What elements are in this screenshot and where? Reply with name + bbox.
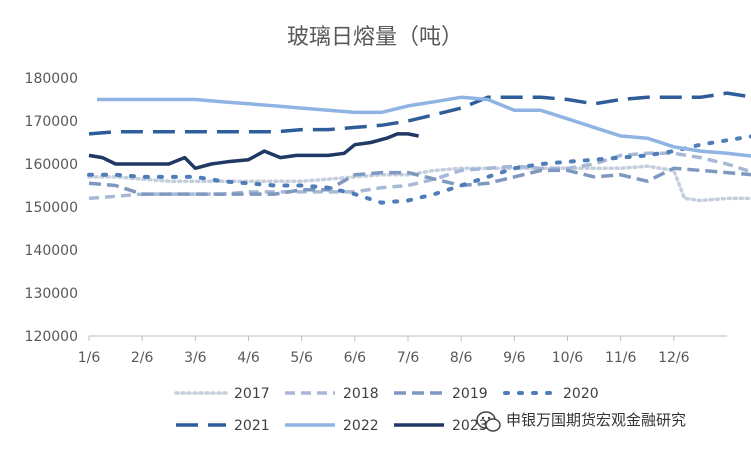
legend-label: 2019: [452, 386, 488, 402]
legend-item-2022: 2022: [285, 418, 379, 434]
wechat-icon: [476, 411, 501, 432]
series-line-2022: [97, 95, 751, 158]
y-tick-label: 130000: [25, 286, 78, 302]
legend-label: 2022: [343, 418, 379, 434]
legend-label: 2020: [563, 386, 599, 402]
legend-item-2020: 2020: [503, 386, 599, 402]
legend-label: 2018: [343, 386, 379, 402]
series-layer: [87, 91, 751, 205]
legend-item-2017: 2017: [174, 386, 270, 402]
x-axis: 1/6 2/6 3/6 4/6 5/6 6/6 7/6 8/6 9/6 10/6 11/6 12/6: [78, 335, 727, 366]
legend-item-2018: 2018: [285, 386, 379, 402]
x-tick-label: 1/6: [78, 350, 101, 366]
x-tick-label: 12/6: [658, 350, 690, 366]
legend-label: 2023: [452, 418, 488, 434]
x-tick-label: 7/6: [397, 350, 420, 366]
y-tick-label: 140000: [25, 243, 78, 259]
watermark: 申银万国期货宏观金融研究: [476, 411, 686, 432]
legend-item-2019: 2019: [394, 386, 488, 402]
y-tick-label: 180000: [25, 71, 78, 87]
x-tick-label: 3/6: [184, 350, 207, 366]
x-tick-label: 9/6: [503, 350, 526, 366]
legend-item-2023: 2023: [394, 418, 488, 434]
series-line-2019: [88, 166, 751, 196]
y-axis: 120000 130000 140000 150000 160000 170000 1800…: [25, 71, 78, 345]
legend-label: 2021: [234, 418, 270, 434]
x-tick-label: 6/6: [344, 350, 367, 366]
y-tick-label: 150000: [25, 200, 78, 216]
watermark-text: 申银万国期货宏观金融研究: [506, 411, 686, 429]
x-tick-label: 2/6: [131, 350, 154, 366]
series-line-2023: [88, 132, 419, 171]
x-tick-label: 5/6: [290, 350, 313, 366]
y-tick-label: 160000: [25, 157, 78, 173]
y-tick-label: 170000: [25, 114, 78, 130]
legend-label: 2017: [234, 386, 270, 402]
chart-title: 玻璃日熔量（吨）: [287, 25, 463, 50]
x-tick-label: 11/6: [605, 350, 637, 366]
x-tick-label: 8/6: [450, 350, 473, 366]
series-line-2021: [88, 91, 751, 136]
x-tick-label: 4/6: [237, 350, 260, 366]
y-tick-label: 120000: [25, 329, 78, 345]
x-tick-label: 10/6: [552, 350, 584, 366]
legend: 2017 2018 2019 2020 2021 2022 2023: [174, 386, 599, 434]
series-line-2020: [87, 134, 751, 205]
legend-item-2021: 2021: [176, 418, 270, 434]
series-line-2017: [87, 164, 751, 203]
